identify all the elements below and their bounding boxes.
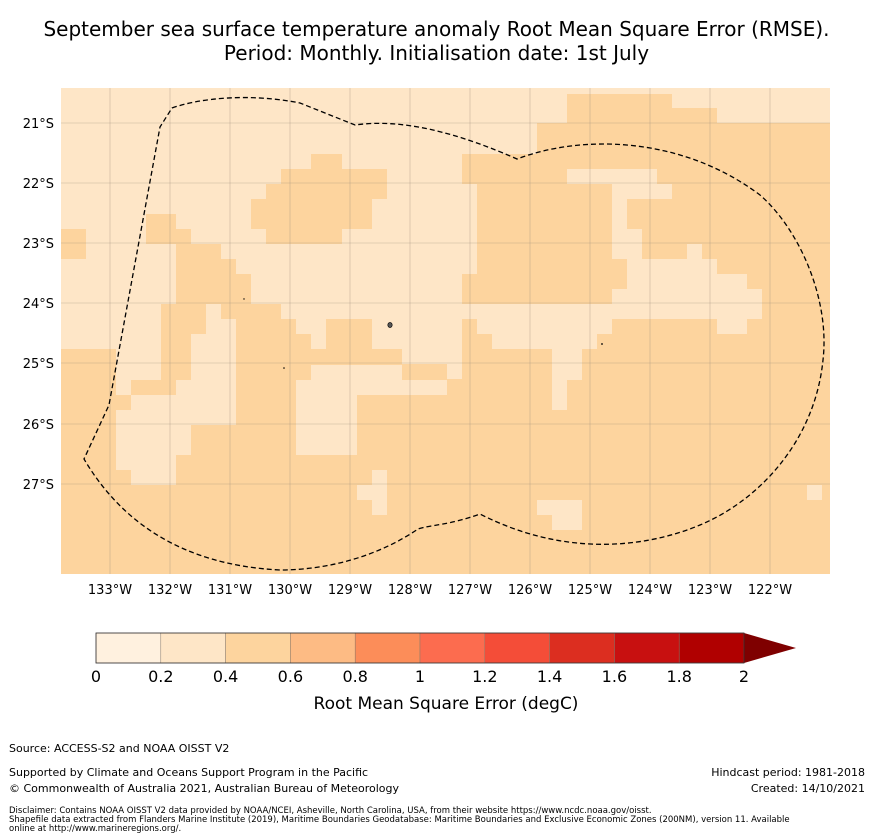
chart-title-line-2: Period: Monthly. Initialisation date: 1s… (223, 41, 650, 65)
rmse-field-0.4-0.6 (61, 94, 830, 574)
lon-tick-label: 128°W (388, 583, 432, 598)
lon-tick-label: 122°W (748, 583, 792, 598)
created-date-text: Created: 14/10/2021 (750, 782, 865, 795)
colorbar-ticks: 0 0.2 0.4 0.6 0.8 1 1.2 1.4 1.6 1.8 2 (91, 667, 749, 686)
longitude-axis: 133°W 132°W 131°W 130°W 129°W 128°W 127°… (88, 583, 792, 598)
lat-tick-label: 24°S (23, 297, 54, 312)
disclaimer-line-3: online at http://www.marineregions.org/. (9, 824, 182, 834)
chart-title-line-1: September sea surface temperature anomal… (43, 17, 830, 41)
eez-boundary (83, 96, 825, 571)
source-text: Source: ACCESS-S2 and NOAA OISST V2 (9, 742, 230, 755)
lon-tick-label: 123°W (688, 583, 732, 598)
island-marker (387, 322, 393, 328)
supported-text: Supported by Climate and Oceans Support … (9, 766, 369, 779)
disclaimer-line-2: Shapefile data extracted from Flanders M… (9, 815, 790, 825)
colorbar-swatch (678, 632, 745, 664)
latitude-axis: 21°S 22°S 23°S 24°S 25°S 26°S 27°S (23, 117, 54, 493)
lon-tick-label: 131°W (208, 583, 252, 598)
lon-tick-label: 130°W (268, 583, 312, 598)
rmse-map (61, 88, 830, 574)
graticule (61, 88, 830, 574)
hindcast-period-text: Hindcast period: 1981-2018 (711, 766, 865, 779)
lat-tick-label: 22°S (23, 177, 54, 192)
lon-tick-label: 124°W (628, 583, 672, 598)
copyright-text: © Commonwealth of Australia 2021, Austra… (9, 782, 399, 795)
lat-tick-label: 23°S (23, 237, 54, 252)
colorbar-title: Root Mean Square Error (degC) (314, 694, 579, 714)
colorbar-swatch (614, 632, 680, 664)
lon-tick-label: 126°W (508, 583, 552, 598)
colorbar-tick-label: 2 (739, 667, 749, 686)
colorbar-tick-label: 1.6 (602, 667, 627, 686)
colorbar-tick-label: 1 (415, 667, 425, 686)
colorbar-tick-label: 1.2 (472, 667, 497, 686)
island-marker (601, 343, 603, 345)
lat-tick-label: 25°S (23, 357, 54, 372)
colorbar-tick-label: 1.4 (537, 667, 562, 686)
colorbar-swatch (484, 632, 550, 664)
lon-tick-label: 132°W (148, 583, 192, 598)
lon-tick-label: 133°W (88, 583, 132, 598)
colorbar-tick-label: 0.2 (148, 667, 173, 686)
colorbar-swatch (419, 632, 486, 664)
lat-tick-label: 26°S (23, 418, 54, 433)
colorbar-swatch (290, 632, 356, 664)
lat-tick-label: 27°S (23, 478, 54, 493)
colorbar-swatch (549, 632, 615, 664)
colorbar-swatch (95, 632, 162, 664)
colorbar-extend-arrow (744, 633, 796, 663)
island-marker (283, 367, 285, 369)
rmse-field-west-0.4-0.6 (61, 154, 387, 559)
colorbar-tick-label: 1.8 (666, 667, 691, 686)
colorbar-tick-label: 0.4 (213, 667, 238, 686)
colorbar-tick-label: 0.6 (278, 667, 303, 686)
colorbar-swatch (354, 632, 421, 664)
rmse-field-0.2-0.4 (116, 94, 822, 530)
colorbar-swatches (95, 632, 745, 664)
lon-tick-label: 125°W (568, 583, 612, 598)
lon-tick-label: 127°W (448, 583, 492, 598)
colorbar-tick-label: 0 (91, 667, 101, 686)
lat-tick-label: 21°S (23, 117, 54, 132)
colorbar-swatch (160, 632, 226, 664)
colorbar-outline (95, 632, 745, 664)
disclaimer-line-1: Disclaimer: Contains NOAA OISST V2 data … (9, 806, 652, 816)
lon-tick-label: 129°W (328, 583, 372, 598)
colorbar: 0 0.2 0.4 0.6 0.8 1 1.2 1.4 1.6 1.8 2 Ro… (91, 632, 796, 714)
island-marker (243, 298, 245, 300)
colorbar-tick-label: 0.8 (342, 667, 367, 686)
colorbar-swatch (225, 632, 291, 664)
